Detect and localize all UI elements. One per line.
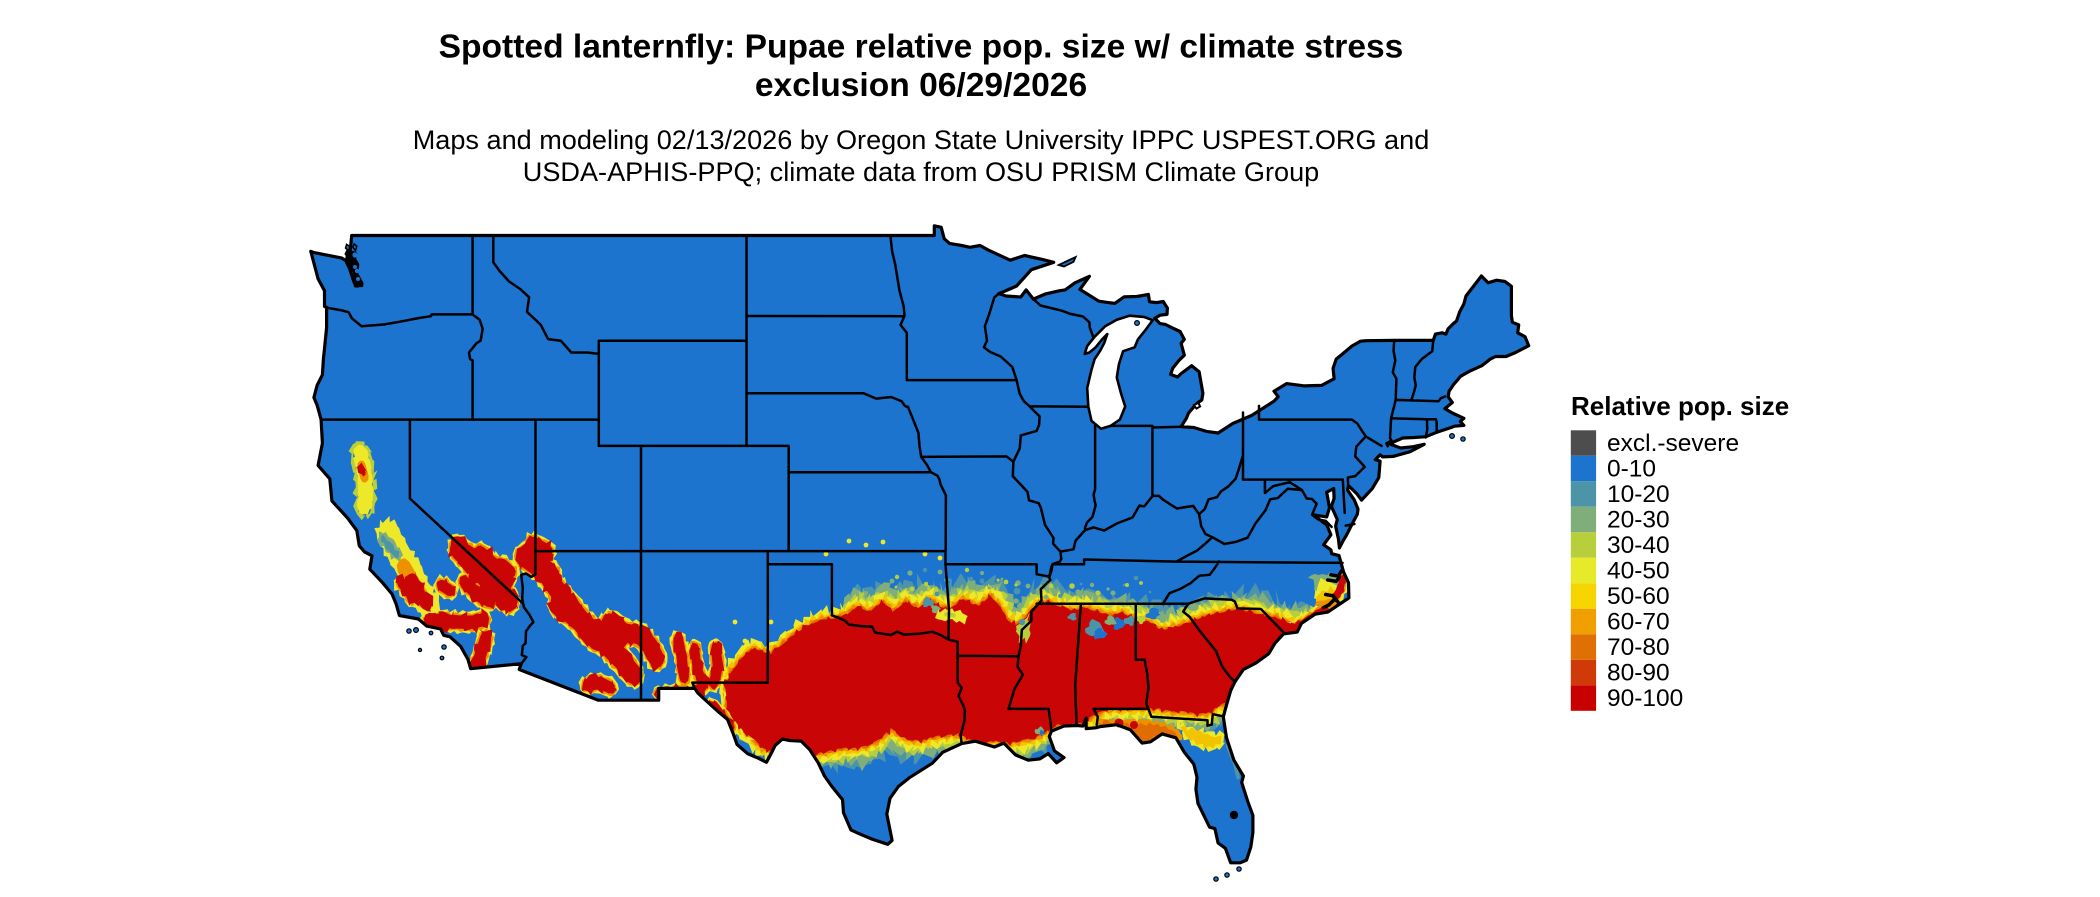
svg-text:70-80: 70-80	[1607, 634, 1670, 661]
svg-text:Maps and modeling 02/13/2026 b: Maps and modeling 02/13/2026 by Oregon S…	[413, 124, 1430, 155]
svg-text:50-60: 50-60	[1607, 583, 1670, 610]
svg-text:80-90: 80-90	[1607, 660, 1670, 687]
svg-text:0-10: 0-10	[1607, 456, 1656, 483]
svg-text:20-30: 20-30	[1607, 507, 1670, 534]
svg-text:90-100: 90-100	[1607, 685, 1683, 712]
svg-text:30-40: 30-40	[1607, 532, 1670, 559]
svg-text:Spotted lanternfly: Pupae rela: Spotted lanternfly: Pupae relative pop. …	[439, 29, 1404, 66]
svg-text:Relative pop. size: Relative pop. size	[1571, 391, 1789, 421]
svg-text:USDA-APHIS-PPQ; climate data f: USDA-APHIS-PPQ; climate data from OSU PR…	[523, 156, 1319, 187]
svg-text:excl.-severe: excl.-severe	[1607, 430, 1739, 457]
svg-text:60-70: 60-70	[1607, 609, 1670, 636]
svg-text:40-50: 40-50	[1607, 558, 1670, 585]
svg-text:exclusion 06/29/2026: exclusion 06/29/2026	[755, 67, 1087, 104]
svg-text:10-20: 10-20	[1607, 481, 1670, 508]
